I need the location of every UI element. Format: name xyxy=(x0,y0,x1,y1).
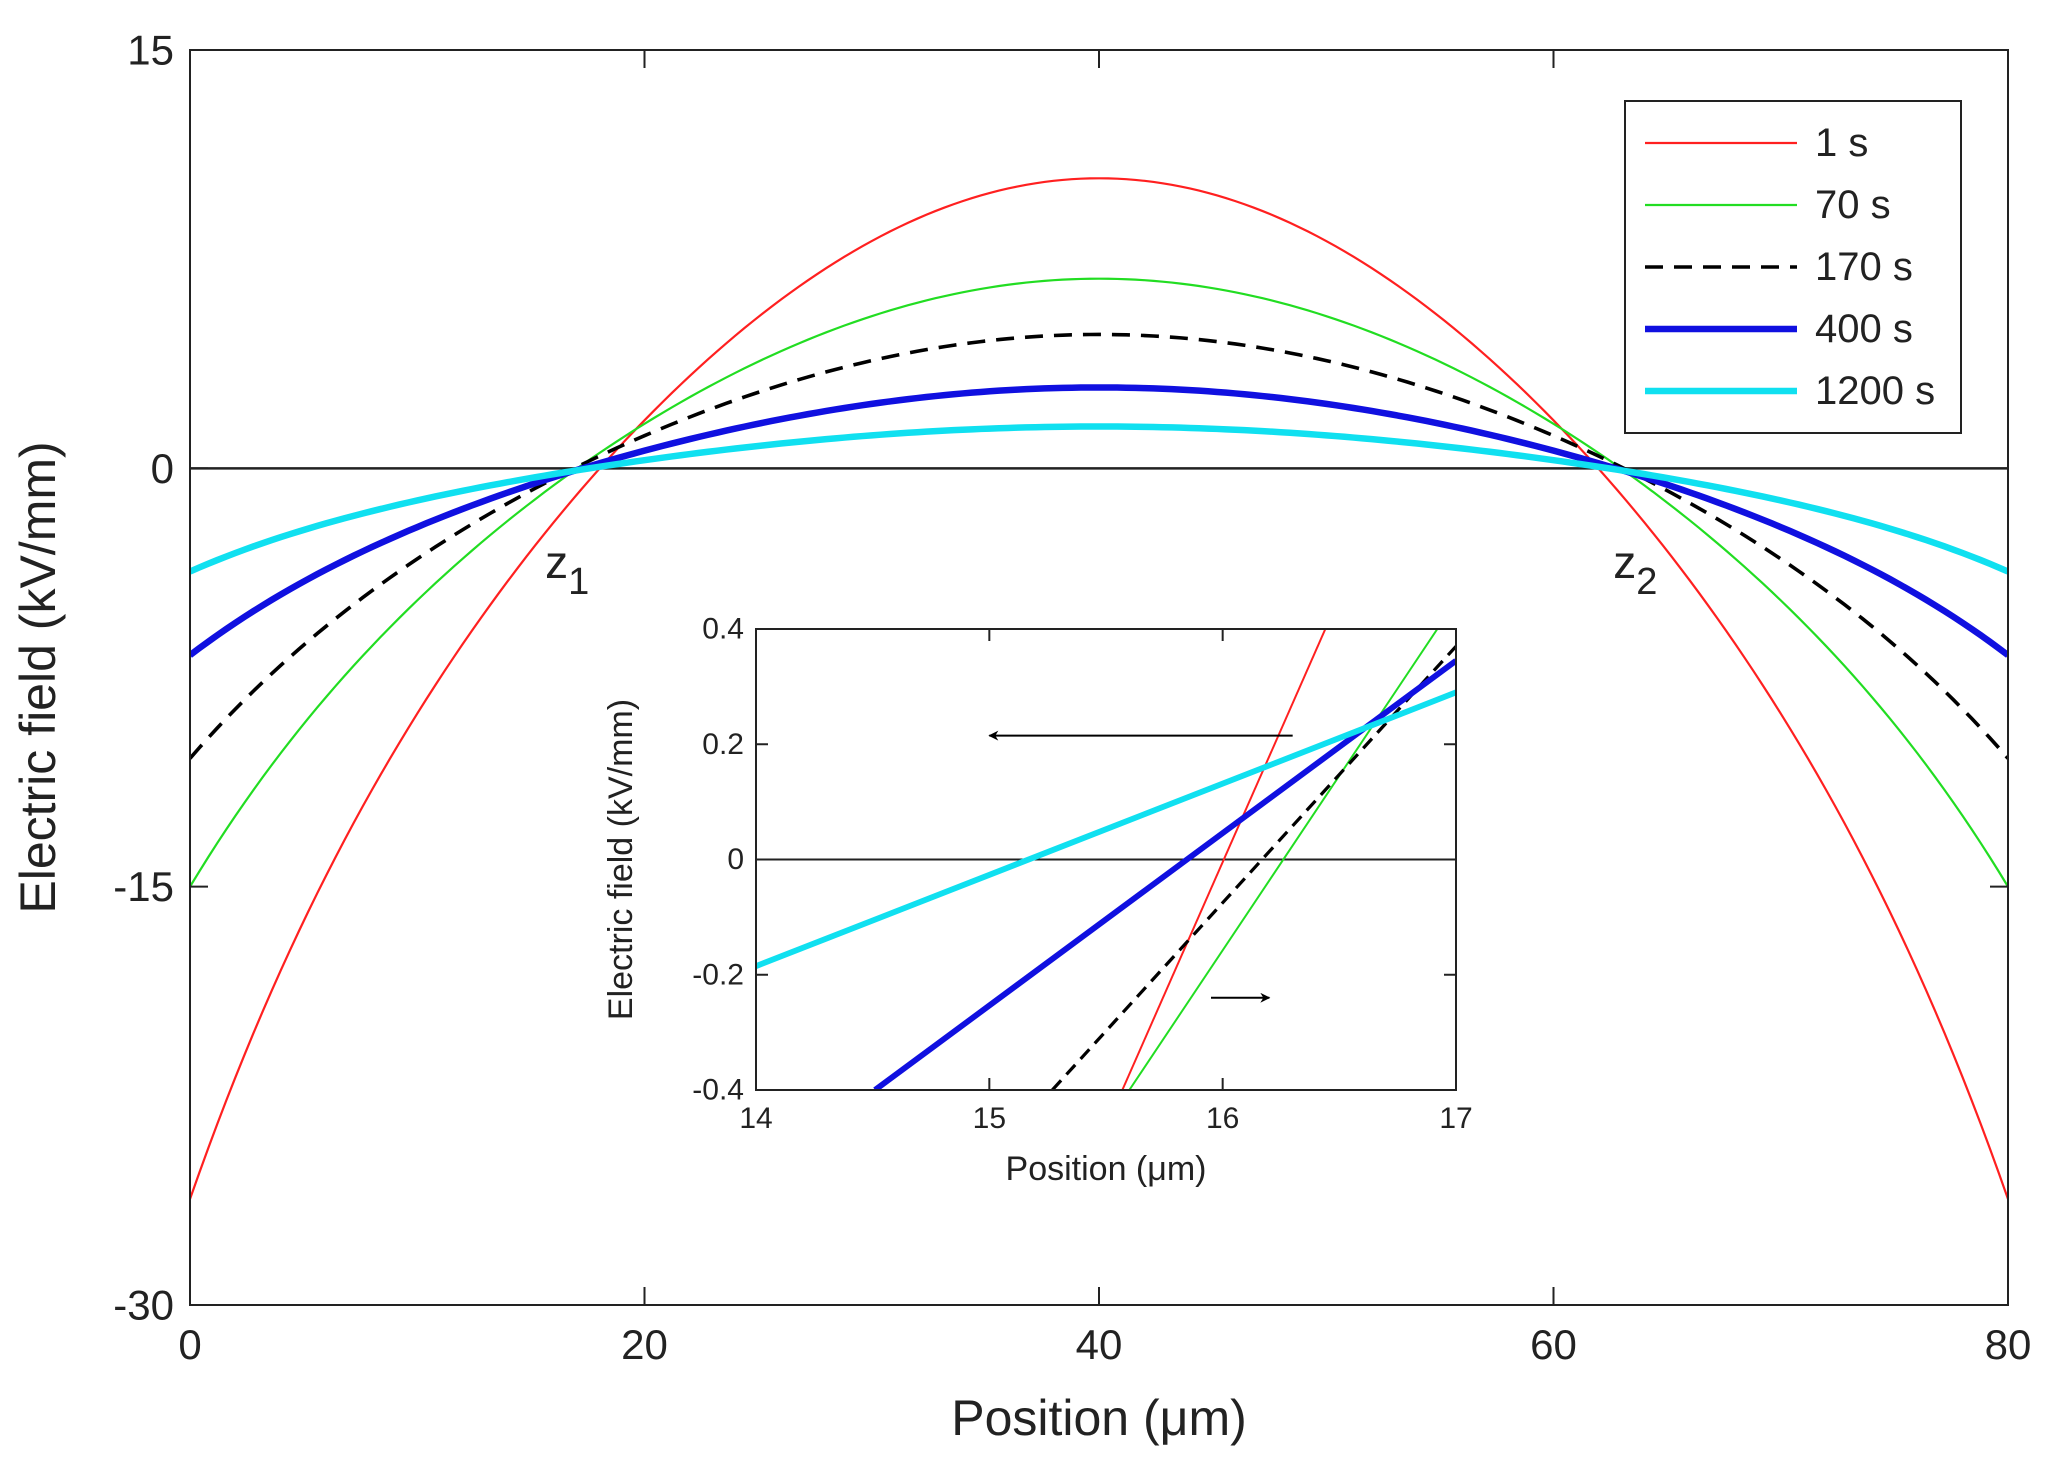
main-series-group xyxy=(190,177,2008,1200)
main-series-170-s xyxy=(190,332,2008,760)
inset-y-tick-label: -0.4 xyxy=(692,1074,744,1107)
legend-label-70-s: 70 s xyxy=(1815,183,1891,227)
inset-y-tick-label: 0.2 xyxy=(702,728,744,761)
main-legend: 1 s 70 s 170 s 400 s 1200 s xyxy=(1624,100,1962,434)
inset-y-tick-label: 0 xyxy=(727,843,744,876)
legend-label-1-s: 1 s xyxy=(1815,121,1868,165)
main-x-tick-label: 20 xyxy=(621,1321,668,1368)
main-x-tick-label: 40 xyxy=(1076,1321,1123,1368)
main-x-tick-label: 80 xyxy=(1985,1321,2032,1368)
inset-series-70-s xyxy=(1128,629,1439,1090)
main-series-70-s xyxy=(190,277,2008,888)
main-series-400-s xyxy=(190,384,2008,658)
inset-chart: 14 15 16 17 -0.4 -0.2 0 0.2 0.4 Position (μm) Elec… xyxy=(602,613,1473,1189)
inset-x-tick-label: 15 xyxy=(973,1102,1006,1135)
inset-series-1-s xyxy=(1121,629,1327,1090)
inset-series-group xyxy=(756,629,1456,1090)
inset-y-tick-label: 0.4 xyxy=(702,613,744,646)
annotation-subscript: 2 xyxy=(1636,561,1657,603)
inset-x-tick-label: 14 xyxy=(739,1102,772,1135)
main-y-tick-label: -15 xyxy=(113,863,174,910)
main-series-1-s xyxy=(190,177,2008,1200)
main-series-1200-s xyxy=(190,423,2008,575)
inset-series-170-s xyxy=(1051,645,1456,1090)
main-y-axis-label: Electric field (kV/mm) xyxy=(10,441,66,913)
legend-label-1200-s: 1200 s xyxy=(1815,369,1935,413)
main-y-tick-label: -30 xyxy=(113,1282,174,1329)
annotation-subscript: 1 xyxy=(568,561,589,603)
inset-x-tick-label: 17 xyxy=(1439,1102,1472,1135)
legend-label-170-s: 170 s xyxy=(1815,245,1913,289)
inset-y-axis-label: Electric field (kV/mm) xyxy=(602,699,640,1020)
main-y-tick-label: 0 xyxy=(151,445,174,492)
inset-series-1200-s xyxy=(756,689,1456,969)
inset-y-tick-label: -0.2 xyxy=(692,958,744,991)
main-x-tick-label: 0 xyxy=(178,1321,201,1368)
main-y-tick-label: 15 xyxy=(127,27,174,74)
legend-label-400-s: 400 s xyxy=(1815,307,1913,351)
inset-x-axis-label: Position (μm) xyxy=(1006,1150,1207,1188)
main-x-axis-label: Position (μm) xyxy=(951,1390,1247,1446)
main-x-tick-label: 60 xyxy=(1530,1321,1577,1368)
inset-x-tick-label: 16 xyxy=(1206,1102,1239,1135)
